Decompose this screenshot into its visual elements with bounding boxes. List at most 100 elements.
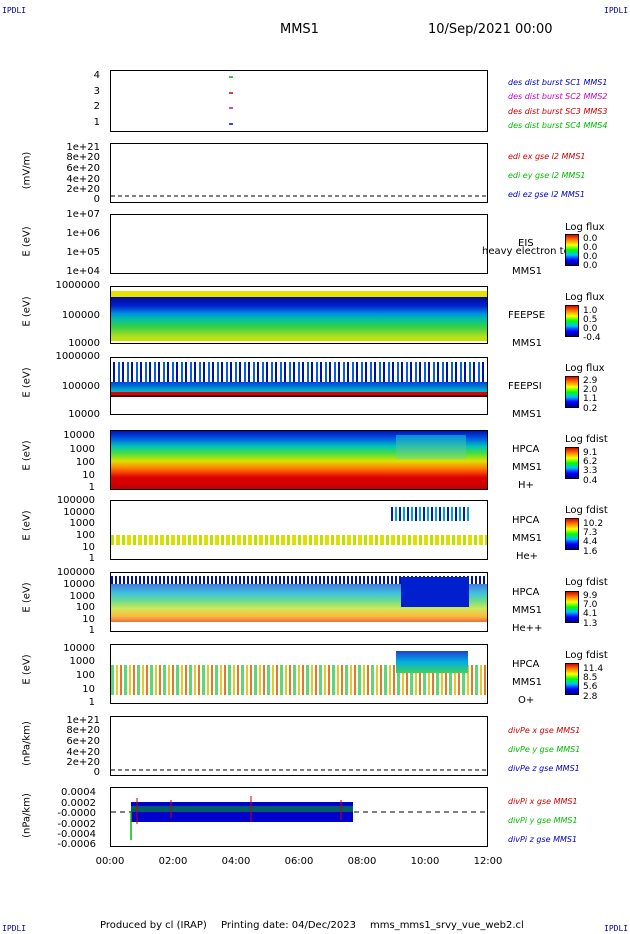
ytick: -0.0006 (57, 839, 96, 850)
colorbar-value: 0.2 (583, 404, 598, 414)
ytick: 1000 (69, 591, 95, 602)
legend-item: edi ez gse l2 MMS1 (508, 190, 585, 199)
ytick: 1 (88, 553, 95, 564)
corner-label-tl: IPDLI (2, 6, 27, 15)
ytick: 10000 (63, 507, 95, 518)
instrument-label: HPCA (512, 587, 540, 598)
spacecraft-label: MMS1 (512, 409, 542, 420)
colorbar-value: 11.4 (583, 664, 604, 674)
colorbar (565, 234, 579, 266)
ytick: 1000000 (55, 280, 100, 291)
ytick: 4 (93, 70, 100, 81)
colorbar-value: 0.5 (583, 315, 598, 325)
panel-eis (110, 214, 488, 274)
colorbar-value: 10.2 (583, 519, 604, 529)
colorbar (565, 376, 579, 408)
y-axis-label: E (eV) (21, 226, 33, 257)
ytick: 2e+20 (66, 184, 100, 195)
xtick: 04:00 (221, 856, 251, 867)
colorbar-value: 6.2 (583, 457, 598, 467)
ytick: 100000 (61, 310, 100, 321)
ytick: 100000 (56, 567, 95, 578)
ytick: 3 (93, 86, 100, 97)
y-axis-label: E (eV) (21, 510, 33, 541)
ytick: 10000 (68, 409, 100, 420)
ytick: 1 (88, 482, 95, 493)
legend-item: des dist burst SC4 MMS4 (508, 121, 608, 130)
colorbar-value: 0.0 (583, 243, 598, 253)
colorbar (565, 447, 579, 479)
ytick: 1000 (69, 444, 95, 455)
colorbar-value: 0.0 (583, 234, 598, 244)
legend-item: edi ex gse l2 MMS1 (508, 152, 586, 161)
ytick: 10000 (63, 430, 95, 441)
ytick: 100000 (61, 381, 100, 392)
footer-printed: Printing date: 04/Dec/2023 (221, 920, 357, 931)
xtick: 06:00 (284, 856, 314, 867)
instrument-label: EIS (518, 238, 534, 249)
legend-item: des dist burst SC3 MMS3 (508, 107, 608, 116)
legend-item: edi ey gse l2 MMS1 (508, 171, 586, 180)
panel-hpca-h (110, 430, 488, 490)
colorbar-value: -0.4 (583, 333, 601, 343)
panel-edi-plot (111, 195, 487, 197)
ytick: 2e+20 (66, 757, 100, 768)
species-label: O+ (518, 695, 535, 706)
colorbar-value: 1.3 (583, 619, 598, 629)
colorbar-value: 4.1 (583, 609, 598, 619)
xtick: 02:00 (158, 856, 188, 867)
ytick: 10 (82, 470, 95, 481)
panel-burst (110, 70, 488, 132)
colorbar-value: 5.6 (583, 682, 598, 692)
legend-item: divPe x gse MMS1 (508, 726, 581, 735)
ytick: 1e+04 (66, 266, 100, 277)
ytick: 0 (93, 767, 100, 778)
colorbar-title: Log flux (565, 292, 605, 303)
xtick: 10:00 (410, 856, 440, 867)
ytick: 10000 (63, 579, 95, 590)
panel-divpe (110, 716, 488, 776)
ytick: 1000 (69, 656, 95, 667)
spacecraft-title: MMS1 (280, 22, 319, 37)
footer-file: mms_mms1_srvy_vue_web2.cl (370, 920, 524, 931)
panel-divpi (110, 787, 488, 847)
ytick: 1e+06 (66, 228, 100, 239)
ytick: 1e+21 (66, 142, 100, 153)
species-label: He+ (516, 551, 539, 562)
legend-item: des dist burst SC2 MMS2 (508, 92, 608, 101)
ytick: 4e+20 (66, 747, 100, 758)
ytick: 100 (75, 457, 95, 468)
species-label: He++ (512, 623, 543, 634)
instrument-label: HPCA (512, 515, 540, 526)
panel-burst-plot (229, 76, 233, 125)
panel-feepsi (110, 357, 488, 415)
y-axis-label: (nPa/km) (21, 793, 33, 838)
ytick: 1000 (69, 518, 95, 529)
colorbar-title: Log fdist (565, 577, 608, 588)
ytick: 1000000 (55, 351, 100, 362)
instrument-label: HPCA (512, 659, 540, 670)
colorbar-title: Log flux (565, 363, 605, 374)
instrument-label: FEEPSI (508, 381, 542, 392)
panel-edi (110, 143, 488, 203)
ytick: -0.0000 (57, 808, 96, 819)
colorbar-value: 4.4 (583, 537, 598, 547)
ytick: 8e+20 (66, 725, 100, 736)
ytick: 8e+20 (66, 152, 100, 163)
corner-label-bl: IPDLI (2, 924, 27, 933)
spacecraft-label: MMS1 (512, 533, 542, 544)
ytick: 10 (82, 542, 95, 553)
colorbar-value: 7.3 (583, 528, 598, 538)
colorbar-value: 2.0 (583, 385, 598, 395)
ytick: 100000 (56, 495, 95, 506)
ytick: -0.0004 (57, 829, 96, 840)
panel-hpca-hepp (110, 572, 488, 632)
ytick: 100 (75, 602, 95, 613)
colorbar-value: 0.0 (583, 324, 598, 334)
colorbar-value: 1.6 (583, 547, 598, 557)
ytick: 1 (88, 625, 95, 636)
ytick: 1e+07 (66, 209, 100, 220)
legend-item: divPe y gse MMS1 (508, 745, 581, 754)
ytick: 1e+21 (66, 715, 100, 726)
y-axis-label: (mV/m) (21, 151, 33, 190)
